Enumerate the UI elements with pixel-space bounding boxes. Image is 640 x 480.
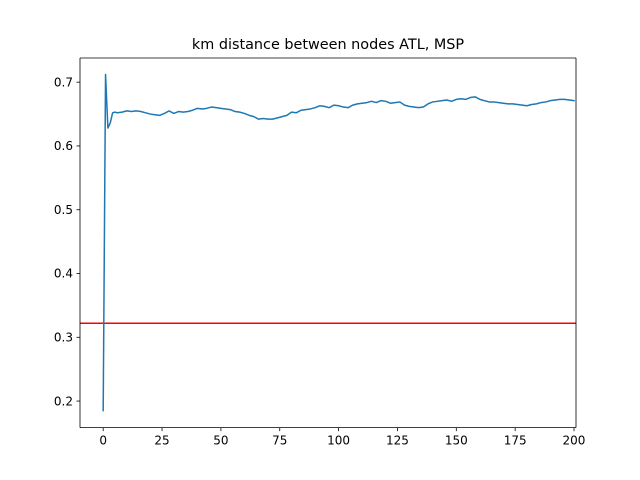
x-tick-label: 175 [504,434,527,448]
y-tick-label: 0.4 [54,267,73,281]
x-tick-label: 75 [272,434,287,448]
y-tick-label: 0.2 [54,394,73,408]
axes-background [80,58,576,428]
chart-title: km distance between nodes ATL, MSP [192,37,464,53]
y-tick-label: 0.3 [54,330,73,344]
x-tick-label: 0 [99,434,107,448]
x-tick-label: 200 [563,434,586,448]
y-tick-label: 0.5 [54,203,73,217]
y-tick-label: 0.7 [54,75,73,89]
x-tick-label: 100 [327,434,350,448]
series-line-1 [102,73,575,412]
x-tick-label: 125 [386,434,409,448]
x-tick-label: 25 [154,434,169,448]
x-axis-ticks: 0 25 50 75 100 125 150 175 200 [99,427,586,448]
y-tick-label: 0.6 [54,139,73,153]
x-tick-label: 150 [445,434,468,448]
x-tick-label: 50 [213,434,228,448]
data-layer [80,73,576,412]
plot-area: 0 25 50 75 100 125 150 175 200 0.20.30.40.50.60.… [54,57,586,448]
y-axis-ticks: 0.2 0.3 0.4 0.5 0.6 0.7 [54,75,80,408]
axes-spines [79,57,577,429]
